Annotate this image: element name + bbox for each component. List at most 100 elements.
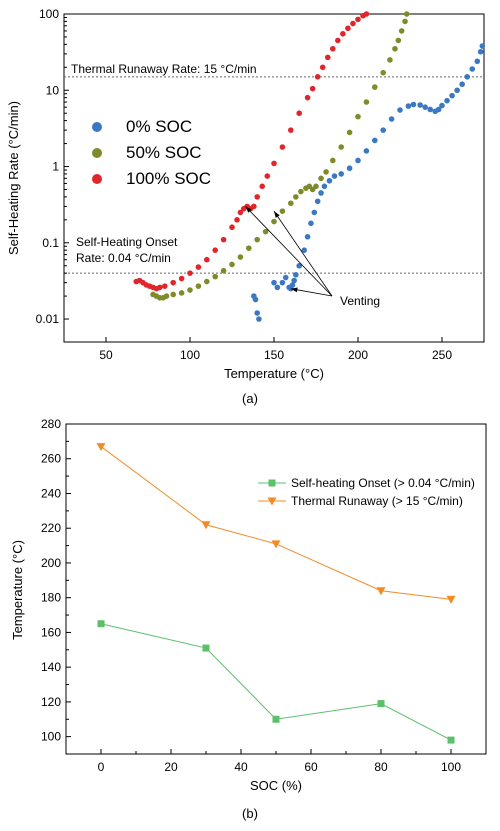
panel-a-legend-marker xyxy=(92,174,102,184)
panel-a-point-series-1 xyxy=(330,157,336,164)
panel-a-point-series-2 xyxy=(350,20,356,27)
panel-a-label: (a) xyxy=(242,391,258,406)
panel-b-legend: Self-heating Onset (> 0.04 °C/min) Therma… xyxy=(258,476,475,508)
panel-a-point-series-0 xyxy=(318,190,324,196)
panel-b-xtick-label: 80 xyxy=(374,760,388,774)
panel-a-ylabel: Self-Heating Rate (°C/min) xyxy=(6,101,21,255)
panel-a-xtick-label: 200 xyxy=(348,348,368,362)
panel-a-point-series-2 xyxy=(170,279,176,286)
panel-a-point-series-2 xyxy=(314,74,321,80)
panel-a-point-series-2 xyxy=(195,264,202,270)
panel-b-xtick-label: 100 xyxy=(441,760,461,774)
panel-a-point-series-2 xyxy=(330,45,336,52)
panel-a-point-series-0 xyxy=(293,272,299,278)
panel-a-ref-label-onset-line1: Self-Heating Onset xyxy=(76,235,178,249)
panel-a-point-series-1 xyxy=(212,273,218,280)
panel-b-point-series-1 xyxy=(271,540,281,549)
panel-a-point-series-1 xyxy=(398,28,405,34)
panel-a-point-series-0 xyxy=(321,183,328,190)
panel-b-point-series-1 xyxy=(96,443,106,452)
panel-a-point-series-0 xyxy=(314,198,321,205)
panel-a-point-series-0 xyxy=(301,247,308,253)
panel-b-legend-label: Thermal Runaway (> 15 °C/min) xyxy=(291,494,463,508)
panel-b-point-series-0 xyxy=(97,620,105,628)
panel-a-ytick-label: 10 xyxy=(46,83,60,97)
panel-b-plot-frame xyxy=(65,423,487,755)
panel-a-point-series-1 xyxy=(170,291,176,298)
panel-b-legend-marker xyxy=(267,497,277,506)
panel-a-point-series-2 xyxy=(220,236,227,243)
panel-a-xtick-label: 250 xyxy=(432,348,452,362)
panel-b-label: (b) xyxy=(242,806,258,821)
panel-a-point-series-1 xyxy=(338,144,345,150)
panel-a-point-series-1 xyxy=(363,99,370,105)
panel-a-ref-label-onset-line2: Rate: 0.04 °C/min xyxy=(76,251,171,265)
panel-a-point-series-0 xyxy=(427,106,434,113)
panel-a-legend-marker xyxy=(92,148,102,158)
panel-b-point-series-0 xyxy=(202,644,210,652)
panel-a-point-series-0 xyxy=(291,277,297,284)
panel-a-point-series-2 xyxy=(335,37,341,44)
panel-a-xtick-label: 50 xyxy=(99,348,113,362)
panel-a-ref-label-runaway: Thermal Runaway Rate: 15 °C/min xyxy=(71,62,257,76)
panel-a-point-series-1 xyxy=(271,218,277,225)
panel-a-point-series-0 xyxy=(252,296,259,303)
panel-a-legend: 0% SOC 50% SOC 100% SOC xyxy=(92,117,211,188)
panel-a-point-series-0 xyxy=(397,107,403,113)
panel-b-xlabel: SOC (%) xyxy=(250,778,302,793)
panel-a-point-series-2 xyxy=(204,256,210,263)
panel-a-annotation-arrowhead xyxy=(274,211,280,218)
panel-b-series-line-1 xyxy=(100,446,452,600)
panel-a-point-series-1 xyxy=(187,287,193,293)
panel-a-annotation-arrowhead xyxy=(245,206,252,213)
panel-a-point-series-2 xyxy=(259,183,266,190)
panel-a-point-series-0 xyxy=(296,262,303,269)
panel-a-point-series-0 xyxy=(289,282,296,288)
panel-b-ytick-label: 120 xyxy=(41,695,61,709)
panel-a-point-series-1 xyxy=(237,254,244,260)
panel-b-ytick-label: 140 xyxy=(41,660,61,674)
panel-b-ytick-label: 180 xyxy=(41,591,61,605)
panel-a-point-series-2 xyxy=(229,224,235,231)
panel-a-chart: 50 100 150 200 250 0.01 0.1 1 10 100 Thermal Run… xyxy=(6,7,486,406)
panel-a-point-series-1 xyxy=(372,84,378,90)
panel-a-point-series-2 xyxy=(187,270,193,276)
panel-a-point-series-0 xyxy=(435,106,442,113)
panel-a-point-series-0 xyxy=(459,81,465,88)
panel-a-point-series-2 xyxy=(288,127,294,133)
panel-b-xtick-label: 40 xyxy=(234,760,248,774)
panel-a-legend-label: 100% SOC xyxy=(126,169,211,188)
panel-a-xtick-label: 150 xyxy=(264,348,284,362)
panel-a-point-series-1 xyxy=(246,245,252,251)
panel-a-legend-label: 50% SOC xyxy=(126,143,202,162)
panel-a-point-series-2 xyxy=(234,217,240,223)
panel-a-point-series-0 xyxy=(311,209,318,216)
panel-a-annotation-venting: Venting xyxy=(340,294,380,308)
panel-a-point-series-0 xyxy=(338,171,345,177)
panel-a-point-series-1 xyxy=(288,200,294,207)
panel-a-point-series-0 xyxy=(304,233,311,240)
panel-a-point-series-0 xyxy=(464,74,471,80)
panel-a-point-series-1 xyxy=(163,293,170,299)
panel-b-chart: 0 20 40 60 80 100 100 120 140 160 180 200 220 240 260… xyxy=(10,417,487,821)
panel-a-point-series-0 xyxy=(326,177,333,184)
panel-b-xtick-label: 20 xyxy=(164,760,178,774)
panel-a-legend-label: 0% SOC xyxy=(126,117,192,136)
panel-b-ytick-label: 240 xyxy=(41,486,61,500)
panel-b-point-series-0 xyxy=(377,700,385,708)
panel-a-point-series-2 xyxy=(340,31,346,37)
panel-a-point-series-1 xyxy=(229,261,235,268)
panel-a-ytick-label: 100 xyxy=(39,7,59,21)
panel-a-point-series-0 xyxy=(479,43,486,49)
panel-a-ytick-label: 0.1 xyxy=(42,236,59,250)
panel-a-point-series-2 xyxy=(254,194,260,200)
panel-a-point-series-0 xyxy=(346,165,353,172)
panel-a-xtick-label: 100 xyxy=(180,348,200,362)
panel-a-point-series-1 xyxy=(323,169,329,175)
panel-a-point-series-0 xyxy=(271,279,277,286)
panel-a-point-series-0 xyxy=(308,220,314,227)
panel-a-point-series-2 xyxy=(251,203,257,210)
panel-a-point-series-1 xyxy=(220,267,227,274)
panel-a-point-series-2 xyxy=(324,54,331,61)
